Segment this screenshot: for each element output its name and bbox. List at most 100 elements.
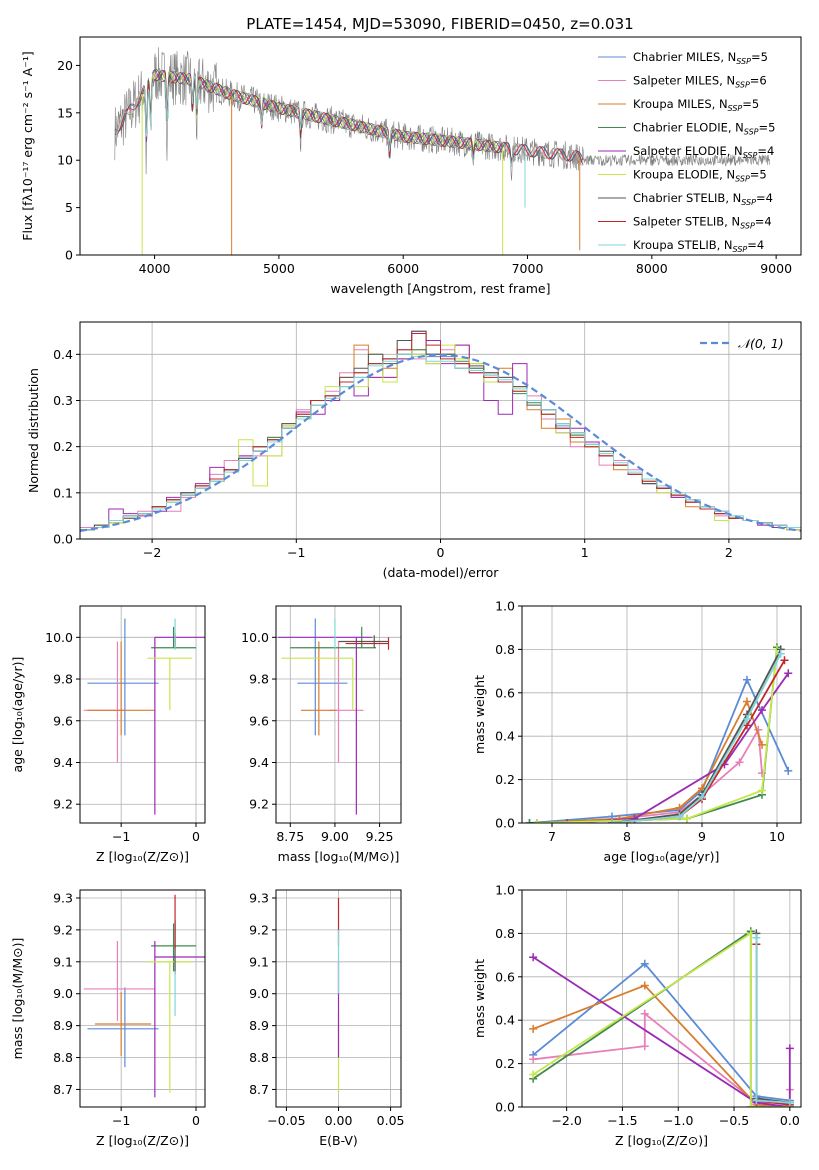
series-marker-salpeter_elodie	[563, 819, 571, 823]
series-marker-kroupa_stelib	[608, 819, 616, 823]
y-tick-label: 9.1	[53, 954, 73, 969]
series-marker-kroupa_elodie	[758, 786, 766, 795]
y-tick-label: 0.0	[53, 532, 73, 547]
legend-label: Chabrier MILES, NSSP=5	[633, 50, 768, 66]
y-axis-label: Flux [fλ10⁻¹⁷ erg cm⁻² s⁻¹ A⁻¹]	[20, 51, 35, 240]
legend-label-subscript: SSP	[740, 222, 755, 231]
gaussian-curve	[80, 353, 801, 532]
series-marker-kroupa_miles	[758, 740, 766, 749]
y-tick-label: 0.1	[53, 485, 73, 500]
y-tick-label: 8.7	[53, 1082, 73, 1097]
series-marker-kroupa_miles	[743, 697, 751, 706]
x-tick-label: −1	[112, 829, 130, 844]
y-tick-label: 0.2	[495, 1056, 515, 1071]
model-spectrum-kroupa_stelib	[114, 69, 584, 167]
series-marker-kroupa_stelib	[698, 792, 706, 801]
y-tick-label: 9.0	[53, 986, 73, 1001]
model-spectrum-kroupa_elodie	[141, 71, 503, 155]
x-tick-label: 8000	[636, 261, 668, 276]
legend-label-count: =6	[750, 74, 767, 88]
legend-label-count: =4	[747, 238, 764, 252]
axes-frame	[79, 889, 206, 1108]
x-tick-label: 9.00	[321, 829, 349, 844]
series-marker-salpeter_elodie	[529, 953, 538, 962]
series-marker-chabrier_miles	[640, 959, 649, 968]
series-marker-salpeter_miles	[640, 1042, 649, 1051]
series-marker-salpeter_miles	[735, 758, 744, 767]
y-axis-label: Normed distribution	[26, 368, 41, 493]
legend-label-count: =5	[742, 97, 759, 111]
series-marker-kroupa_stelib	[752, 1096, 761, 1105]
x-tick-label: 5000	[263, 261, 295, 276]
plot-area	[529, 927, 794, 1107]
y-tick-label: 8.8	[249, 1050, 269, 1065]
series-marker-kroupa_stelib	[675, 812, 684, 821]
y-tick-label: 9.2	[249, 797, 269, 812]
y-tick-label: 9.2	[53, 797, 73, 812]
legend-label-count: =4	[756, 191, 773, 205]
y-tick-label: 9.4	[249, 755, 269, 770]
y-tick-label: 10.0	[241, 630, 269, 645]
series-marker-kroupa_stelib	[752, 933, 761, 942]
x-tick-label: 6000	[387, 261, 419, 276]
x-axis-label: Z [log₁₀(Z/Z⊙)]	[96, 849, 189, 864]
x-tick-label: −1	[112, 1113, 130, 1128]
x-axis-label: age [log₁₀(age/yr)]	[604, 849, 720, 864]
y-tick-label: 0	[65, 248, 73, 263]
series-marker-kroupa_elodie	[529, 1070, 538, 1079]
y-tick-label: 9.0	[249, 986, 269, 1001]
y-tick-label: 8.9	[53, 1018, 73, 1033]
x-tick-label: 9.25	[366, 829, 394, 844]
plot-area	[83, 618, 205, 815]
y-tick-label: 0.4	[53, 347, 73, 362]
y-tick-label: 0.6	[495, 685, 515, 700]
axes-frame	[275, 605, 402, 824]
figure-title: PLATE=1454, MJD=53090, FIBERID=0450, z=0…	[246, 15, 633, 33]
panel-spectrum: Chabrier MILES, NSSP=5 Salpeter MILES, NS…	[20, 36, 802, 296]
y-tick-label: 10.0	[45, 630, 73, 645]
series-line-chabrier_miles	[532, 962, 790, 1102]
x-tick-label: 4000	[139, 261, 171, 276]
x-tick-label: 2	[725, 545, 733, 560]
series-marker-salpeter_miles	[640, 1009, 649, 1018]
y-tick-label: 5	[65, 200, 73, 215]
y-tick-label: 1.0	[495, 883, 515, 898]
panel-mass_vs_ebv: −0.05 0.00 0.05 8.7 8.8 8.9 9.0 9.1 9.2 9.3 E(B-V)	[249, 889, 405, 1148]
plot-area	[525, 643, 793, 823]
y-tick-label: 9.3	[53, 890, 73, 905]
y-tick-label: 9.4	[53, 755, 73, 770]
panel-residuals: 𝒩(0, 1) −2 −1 0 1 2 0.0 0.1 0.2 0.3 0.4 (data-model…	[26, 321, 802, 580]
plot-area	[80, 330, 801, 539]
x-tick-label: 8	[623, 829, 631, 844]
y-tick-label: 0.4	[495, 1013, 515, 1028]
x-tick-label: 0.0	[780, 1113, 800, 1128]
legend-label-subscript: SSP	[735, 175, 750, 184]
series-marker-kroupa_miles	[640, 981, 649, 990]
y-tick-label: 9.2	[53, 922, 73, 937]
series-marker-kroupa_miles	[529, 1024, 538, 1033]
y-tick-label: 0.4	[495, 729, 515, 744]
legend-label-subscript: SSP	[744, 128, 759, 137]
series-line-kroupa_miles	[532, 984, 790, 1107]
panel-age_vs_mass: 8.75 9.00 9.25 9.2 9.4 9.6 9.8 10.0 mass [log₁₀(…	[241, 605, 402, 864]
axes-frame	[521, 889, 802, 1108]
y-tick-label: 8.8	[53, 1050, 73, 1065]
panel-age_vs_z: −1 0 9.2 9.4 9.6 9.8 10.0 Z [log₁₀(Z/Z⊙)] age [l…	[10, 605, 206, 864]
legend-label-gaussian: 𝒩(0, 1)	[738, 336, 784, 351]
panel-weight_vs_age: 7 8 9 10 0.0 0.2 0.4 0.6 0.8 1.0 age [log₁₀(age/yr…	[472, 599, 802, 864]
y-tick-label: 9.3	[249, 890, 269, 905]
y-tick-label: 0.3	[53, 393, 73, 408]
legend-label-subscript: SSP	[743, 151, 758, 160]
x-tick-label: 0.00	[325, 1113, 353, 1128]
y-tick-label: 0.8	[495, 642, 515, 657]
series-marker-kroupa_stelib	[776, 649, 785, 658]
y-tick-label: 9.6	[53, 713, 73, 728]
x-axis-label: (data-model)/error	[383, 565, 500, 580]
legend-label-subscript: SSP	[735, 81, 750, 90]
series-marker-salpeter_elodie	[785, 1044, 794, 1053]
series-marker-kroupa_elodie	[683, 814, 691, 823]
x-tick-label: 0	[192, 829, 200, 844]
series-line-kroupa_elodie	[532, 931, 790, 1107]
legend-label-subscript: SSP	[736, 57, 751, 66]
